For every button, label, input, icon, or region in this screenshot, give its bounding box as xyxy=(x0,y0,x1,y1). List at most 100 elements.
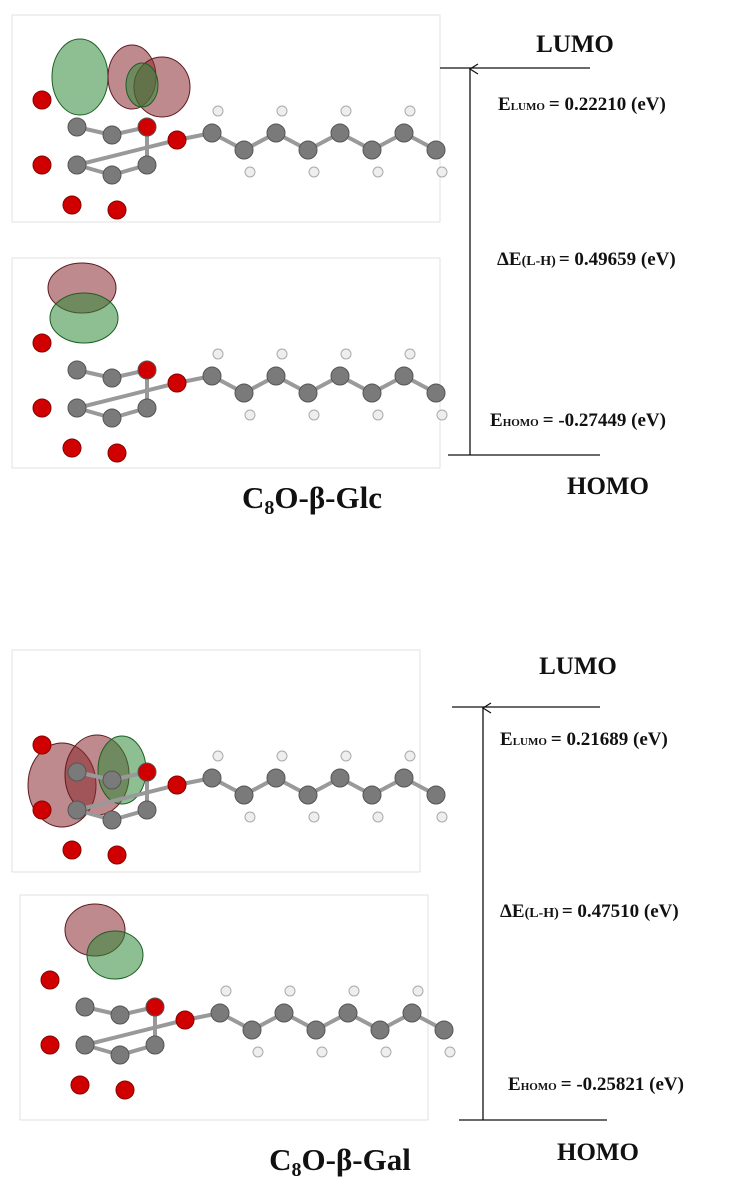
homo-label: HOMO xyxy=(557,1139,639,1166)
hydrogen-atom xyxy=(373,167,383,177)
oxygen-atom xyxy=(33,801,51,819)
carbon-atom xyxy=(435,1021,453,1039)
value: = 0.47510 (eV) xyxy=(562,901,679,922)
hydrogen-atom xyxy=(437,410,447,420)
hydrogen-atom xyxy=(341,106,351,116)
hydrogen-atom xyxy=(341,349,351,359)
subscript: HOMO xyxy=(521,1081,557,1093)
e-lumo: ELUMO= 0.22210 (eV) xyxy=(498,94,666,115)
oxygen-atom xyxy=(63,439,81,457)
hydrogen-atom xyxy=(213,106,223,116)
carbon-atom xyxy=(275,1004,293,1022)
hydrogen-atom xyxy=(221,986,231,996)
hydrogen-atom xyxy=(349,986,359,996)
carbon-atom xyxy=(339,1004,357,1022)
carbon-atom xyxy=(363,384,381,402)
carbon-atom xyxy=(211,1004,229,1022)
hydrogen-atom xyxy=(309,812,319,822)
carbon-atom xyxy=(235,384,253,402)
hydrogen-atom xyxy=(445,1047,455,1057)
subscript: LUMO xyxy=(513,736,548,748)
carbon-atom xyxy=(427,786,445,804)
carbon-atom xyxy=(203,124,221,142)
carbon-atom xyxy=(68,118,86,136)
carbon-atom xyxy=(103,369,121,387)
hydrogen-atom xyxy=(245,167,255,177)
carbon-atom xyxy=(427,384,445,402)
carbon-atom xyxy=(243,1021,261,1039)
lumo-label: LUMO xyxy=(539,653,617,680)
carbon-atom xyxy=(363,786,381,804)
suffix: O-β-Glc xyxy=(274,480,382,515)
hydrogen-atom xyxy=(373,812,383,822)
hydrogen-atom xyxy=(405,349,415,359)
value: = 0.22210 (eV) xyxy=(549,94,666,115)
e-homo: EHOMO= -0.27449 (eV) xyxy=(490,410,666,431)
carbon-atom xyxy=(331,769,349,787)
carbon-atom xyxy=(307,1021,325,1039)
carbon-atom xyxy=(267,124,285,142)
hydrogen-atom xyxy=(245,410,255,420)
carbon-atom xyxy=(103,166,121,184)
oxygen-atom xyxy=(176,1011,194,1029)
subscript: 8 xyxy=(292,1159,302,1178)
carbon-atom xyxy=(395,124,413,142)
symbol: E xyxy=(490,410,503,431)
carbon-atom xyxy=(203,769,221,787)
hydrogen-atom xyxy=(437,167,447,177)
orbital-lobe xyxy=(50,293,118,343)
symbol: E xyxy=(508,1074,521,1095)
carbon-atom xyxy=(299,384,317,402)
orbital-lobe xyxy=(126,63,158,107)
symbol: E xyxy=(500,729,513,750)
carbon-atom xyxy=(395,367,413,385)
hydrogen-atom xyxy=(213,751,223,761)
carbon-atom xyxy=(146,1036,164,1054)
carbon-atom xyxy=(68,399,86,417)
carbon-atom xyxy=(267,367,285,385)
oxygen-atom xyxy=(108,846,126,864)
carbon-atom xyxy=(427,141,445,159)
hydrogen-atom xyxy=(309,410,319,420)
carbon-atom xyxy=(267,769,285,787)
hydrogen-atom xyxy=(373,410,383,420)
oxygen-atom xyxy=(41,971,59,989)
prefix: C xyxy=(242,480,264,515)
symbol: E xyxy=(498,94,511,115)
oxygen-atom xyxy=(33,156,51,174)
carbon-atom xyxy=(395,769,413,787)
oxygen-atom xyxy=(33,399,51,417)
carbon-atom xyxy=(371,1021,389,1039)
oxygen-atom xyxy=(71,1076,89,1094)
carbon-atom xyxy=(103,409,121,427)
e-lumo: ELUMO= 0.21689 (eV) xyxy=(500,729,668,750)
molecule-name: C8O-β-Glc xyxy=(242,480,382,519)
oxygen-atom xyxy=(108,444,126,462)
orbital-lobe xyxy=(87,931,143,979)
carbon-atom xyxy=(103,811,121,829)
carbon-atom xyxy=(68,156,86,174)
oxygen-atom xyxy=(168,131,186,149)
energy-gap: ΔE(L-H)= 0.47510 (eV) xyxy=(500,901,679,922)
hydrogen-atom xyxy=(277,349,287,359)
hydrogen-atom xyxy=(405,751,415,761)
hydrogen-atom xyxy=(413,986,423,996)
oxygen-atom xyxy=(168,776,186,794)
carbon-atom xyxy=(299,786,317,804)
carbon-atom xyxy=(331,367,349,385)
hydrogen-atom xyxy=(277,106,287,116)
hydrogen-atom xyxy=(285,986,295,996)
hydrogen-atom xyxy=(381,1047,391,1057)
e-homo: EHOMO= -0.25821 (eV) xyxy=(508,1074,684,1095)
energy-gap: ΔE(L-H)= 0.49659 (eV) xyxy=(497,249,676,270)
value: = -0.27449 (eV) xyxy=(543,410,666,431)
value: = 0.49659 (eV) xyxy=(559,249,676,270)
carbon-atom xyxy=(138,156,156,174)
hydrogen-atom xyxy=(341,751,351,761)
symbol: ΔE xyxy=(497,249,522,270)
molecule-name: C8O-β-Gal xyxy=(269,1142,411,1178)
oxygen-atom xyxy=(63,196,81,214)
carbon-atom xyxy=(235,786,253,804)
carbon-atom xyxy=(111,1046,129,1064)
subscript: 8 xyxy=(264,497,274,519)
